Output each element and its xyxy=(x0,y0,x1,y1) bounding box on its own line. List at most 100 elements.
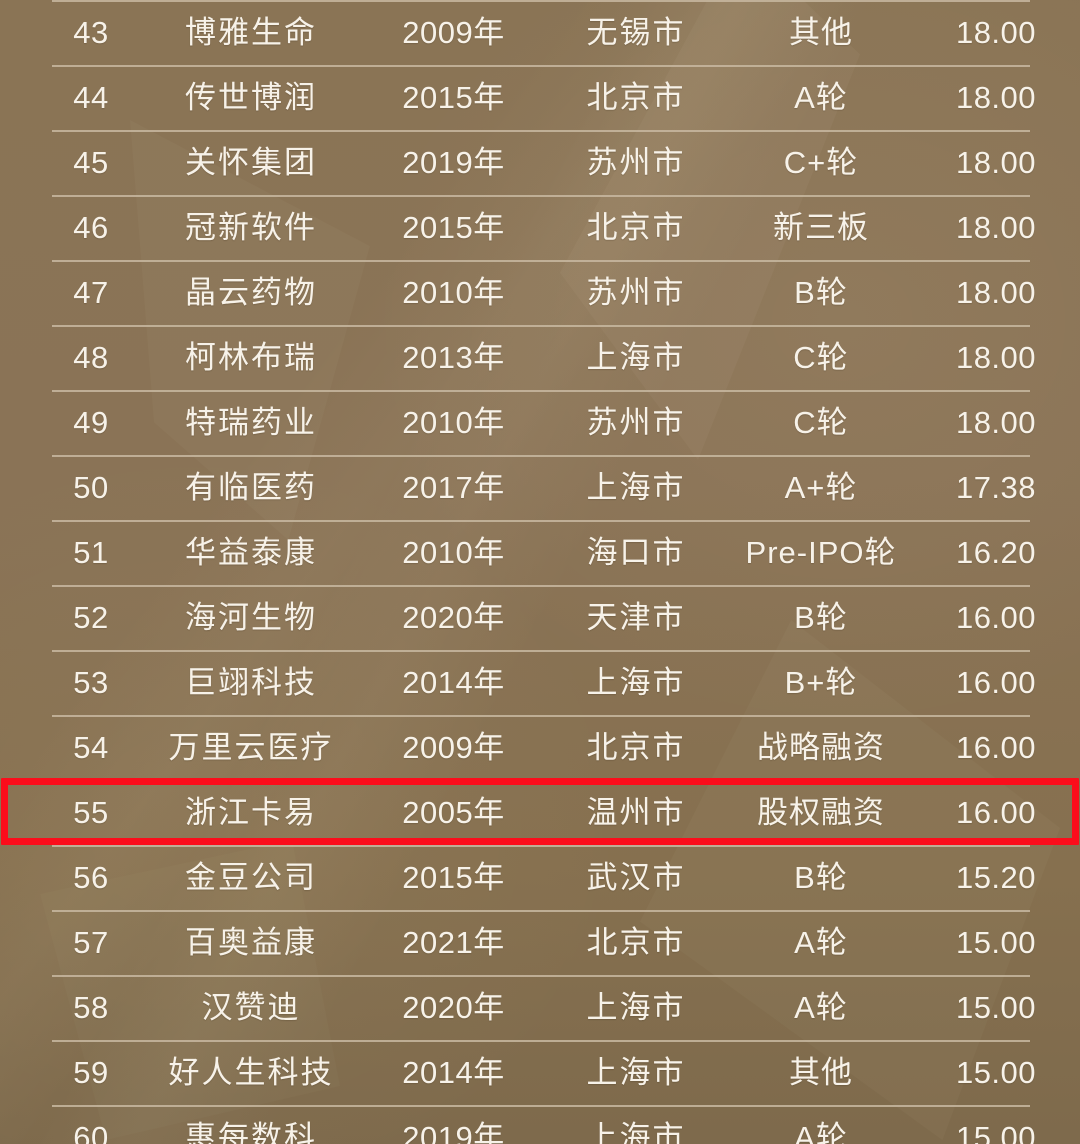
year-cell: 2019年 xyxy=(402,145,505,180)
rank-cell: 53 xyxy=(73,665,109,700)
city-cell: 上海市 xyxy=(586,470,686,505)
city-cell: 上海市 xyxy=(586,665,686,700)
round-cell: 战略融资 xyxy=(757,730,885,765)
table-row[interactable]: 53 巨翊科技 2014年 上海市 B+轮 16.00 xyxy=(0,650,1080,715)
city-cell: 苏州市 xyxy=(586,405,686,440)
round-cell: A轮 xyxy=(794,1120,848,1144)
table-row[interactable]: 54 万里云医疗 2009年 北京市 战略融资 16.00 xyxy=(0,715,1080,780)
year-cell: 2020年 xyxy=(402,600,505,635)
city-cell: 上海市 xyxy=(586,990,686,1025)
table-row[interactable]: 52 海河生物 2020年 天津市 B轮 16.00 xyxy=(0,585,1080,650)
year-cell: 2020年 xyxy=(402,990,505,1025)
city-cell: 上海市 xyxy=(586,1120,686,1144)
name-cell: 浙江卡易 xyxy=(185,795,317,830)
round-cell: 股权融资 xyxy=(757,795,885,830)
table-row[interactable]: 43 博雅生命 2009年 无锡市 其他 18.00 xyxy=(0,0,1080,65)
year-cell: 2010年 xyxy=(402,405,505,440)
year-cell: 2015年 xyxy=(402,210,505,245)
rank-cell: 50 xyxy=(73,470,109,505)
name-cell: 华益泰康 xyxy=(185,535,317,570)
year-cell: 2015年 xyxy=(402,860,505,895)
year-cell: 2013年 xyxy=(402,340,505,375)
table-row[interactable]: 50 有临医药 2017年 上海市 A+轮 17.38 xyxy=(0,455,1080,520)
round-cell: B轮 xyxy=(794,860,848,895)
round-cell: B轮 xyxy=(794,275,848,310)
year-cell: 2014年 xyxy=(402,1055,505,1090)
table-row[interactable]: 49 特瑞药业 2010年 苏州市 C轮 18.00 xyxy=(0,390,1080,455)
round-cell: C轮 xyxy=(793,340,849,375)
rank-cell: 58 xyxy=(73,990,109,1025)
year-cell: 2010年 xyxy=(402,275,505,310)
city-cell: 北京市 xyxy=(586,210,686,245)
table-row[interactable]: 55 浙江卡易 2005年 温州市 股权融资 16.00 xyxy=(0,780,1080,845)
city-cell: 北京市 xyxy=(586,80,686,115)
amount-cell: 17.38 xyxy=(955,470,1037,505)
amount-cell: 18.00 xyxy=(955,275,1037,310)
table-row[interactable]: 46 冠新软件 2015年 北京市 新三板 18.00 xyxy=(0,195,1080,260)
table-row[interactable]: 57 百奥益康 2021年 北京市 A轮 15.00 xyxy=(0,910,1080,975)
amount-cell: 15.00 xyxy=(955,990,1037,1025)
rank-cell: 46 xyxy=(73,210,109,245)
table-row[interactable]: 58 汉赞迪 2020年 上海市 A轮 15.00 xyxy=(0,975,1080,1040)
name-cell: 百奥益康 xyxy=(185,925,317,960)
city-cell: 北京市 xyxy=(586,925,686,960)
round-cell: 其他 xyxy=(789,1055,853,1090)
rank-cell: 48 xyxy=(73,340,109,375)
name-cell: 关怀集团 xyxy=(185,145,317,180)
amount-cell: 15.20 xyxy=(955,860,1037,895)
amount-cell: 18.00 xyxy=(955,405,1037,440)
table-row[interactable]: 51 华益泰康 2010年 海口市 Pre-IPO轮 16.20 xyxy=(0,520,1080,585)
name-cell: 惠每数科 xyxy=(185,1120,317,1144)
year-cell: 2009年 xyxy=(402,15,505,50)
round-cell: 新三板 xyxy=(773,210,869,245)
city-cell: 武汉市 xyxy=(586,860,686,895)
table-row[interactable]: 44 传世博润 2015年 北京市 A轮 18.00 xyxy=(0,65,1080,130)
city-cell: 上海市 xyxy=(586,1055,686,1090)
year-cell: 2005年 xyxy=(402,795,505,830)
name-cell: 有临医药 xyxy=(185,470,317,505)
rank-cell: 57 xyxy=(73,925,109,960)
table-row[interactable]: 60 惠每数科 2019年 上海市 A轮 15.00 xyxy=(0,1105,1080,1144)
round-cell: C轮 xyxy=(793,405,849,440)
year-cell: 2019年 xyxy=(402,1120,505,1144)
amount-cell: 16.00 xyxy=(955,730,1037,765)
table-row[interactable]: 47 晶云药物 2010年 苏州市 B轮 18.00 xyxy=(0,260,1080,325)
city-cell: 海口市 xyxy=(586,535,686,570)
name-cell: 特瑞药业 xyxy=(185,405,317,440)
rank-cell: 49 xyxy=(73,405,109,440)
amount-cell: 18.00 xyxy=(955,210,1037,245)
amount-cell: 18.00 xyxy=(955,80,1037,115)
name-cell: 汉赞迪 xyxy=(201,990,301,1025)
year-cell: 2017年 xyxy=(402,470,505,505)
table-row[interactable]: 56 金豆公司 2015年 武汉市 B轮 15.20 xyxy=(0,845,1080,910)
city-cell: 上海市 xyxy=(586,340,686,375)
name-cell: 巨翊科技 xyxy=(185,665,317,700)
year-cell: 2009年 xyxy=(402,730,505,765)
table-row[interactable]: 59 好人生科技 2014年 上海市 其他 15.00 xyxy=(0,1040,1080,1105)
round-cell: Pre-IPO轮 xyxy=(745,535,897,570)
table-row[interactable]: 45 关怀集团 2019年 苏州市 C+轮 18.00 xyxy=(0,130,1080,195)
year-cell: 2014年 xyxy=(402,665,505,700)
amount-cell: 15.00 xyxy=(955,1055,1037,1090)
rank-cell: 59 xyxy=(73,1055,109,1090)
round-cell: 其他 xyxy=(789,15,853,50)
city-cell: 北京市 xyxy=(586,730,686,765)
rank-cell: 55 xyxy=(73,795,109,830)
amount-cell: 16.00 xyxy=(955,600,1037,635)
rank-cell: 60 xyxy=(73,1120,109,1144)
table-row[interactable]: 48 柯林布瑞 2013年 上海市 C轮 18.00 xyxy=(0,325,1080,390)
amount-cell: 18.00 xyxy=(955,145,1037,180)
year-cell: 2015年 xyxy=(402,80,505,115)
name-cell: 博雅生命 xyxy=(185,15,317,50)
year-cell: 2010年 xyxy=(402,535,505,570)
amount-cell: 16.20 xyxy=(955,535,1037,570)
rank-cell: 43 xyxy=(73,15,109,50)
round-cell: A+轮 xyxy=(784,470,858,505)
city-cell: 苏州市 xyxy=(586,145,686,180)
round-cell: A轮 xyxy=(794,925,848,960)
rank-cell: 56 xyxy=(73,860,109,895)
amount-cell: 18.00 xyxy=(955,340,1037,375)
amount-cell: 18.00 xyxy=(955,15,1037,50)
